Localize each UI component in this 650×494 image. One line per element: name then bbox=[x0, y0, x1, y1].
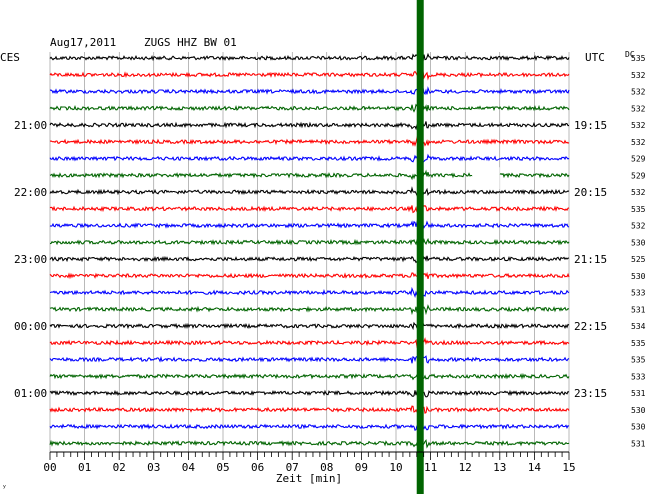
trace-row bbox=[49, 103, 570, 113]
dc-value: 531 bbox=[631, 305, 646, 314]
dc-value: 529 bbox=[631, 171, 646, 180]
left-time-labels: 21:00 22:00 23:00 00:00 01:00 bbox=[14, 119, 47, 400]
trace-row bbox=[49, 135, 570, 147]
trace-row bbox=[49, 286, 570, 298]
trace-row bbox=[49, 355, 570, 364]
x-tick-label: 12 bbox=[459, 461, 472, 474]
trace-row bbox=[49, 153, 570, 164]
trace-row bbox=[49, 321, 570, 331]
trace-row bbox=[49, 86, 570, 96]
dc-value: 531 bbox=[631, 439, 646, 448]
trace-row bbox=[49, 372, 570, 381]
x-tick-label: 01 bbox=[78, 461, 91, 474]
dc-value: 532 bbox=[631, 121, 646, 130]
x-tick-label: 07 bbox=[286, 461, 299, 474]
right-time-label: 22:15 bbox=[574, 320, 607, 333]
left-time-label: 00:00 bbox=[14, 320, 47, 333]
x-tick-label: 04 bbox=[182, 461, 196, 474]
corner-mark: ʸ bbox=[2, 483, 7, 492]
trace-row bbox=[49, 388, 570, 398]
trace-row bbox=[49, 337, 570, 349]
left-time-label: 21:00 bbox=[14, 119, 47, 132]
x-tick-label: 08 bbox=[320, 461, 333, 474]
dc-value: 535 bbox=[631, 54, 646, 63]
trace-row bbox=[49, 423, 570, 431]
dc-value: 532 bbox=[631, 71, 646, 80]
right-time-label: 23:15 bbox=[574, 387, 607, 400]
dc-value: 532 bbox=[631, 222, 646, 231]
date-label: Aug17,2011 bbox=[50, 36, 116, 49]
dc-value: 532 bbox=[631, 104, 646, 113]
gap-area bbox=[472, 167, 500, 190]
left-time-label: 01:00 bbox=[14, 387, 47, 400]
trace-row bbox=[49, 271, 570, 280]
trace-row bbox=[49, 254, 570, 264]
x-tick-label: 10 bbox=[389, 461, 402, 474]
dc-value: 530 bbox=[631, 406, 646, 415]
dc-value: 525 bbox=[631, 255, 646, 264]
event-marker bbox=[416, 0, 424, 494]
trace-row bbox=[49, 70, 570, 81]
dc-value: 535 bbox=[631, 339, 646, 348]
trace-row bbox=[49, 186, 570, 197]
left-time-label: 23:00 bbox=[14, 253, 47, 266]
event-bar bbox=[416, 0, 424, 494]
trace-row bbox=[49, 439, 570, 449]
dc-value: 532 bbox=[631, 188, 646, 197]
trace-row bbox=[49, 405, 570, 414]
right-time-labels: 19:15 20:15 21:15 22:15 23:15 bbox=[574, 119, 607, 400]
dc-label: DC bbox=[625, 50, 635, 59]
x-axis: 00 01 02 03 04 05 06 07 08 09 10 11 12 13 14 15 bbox=[43, 451, 576, 474]
dc-value: 535 bbox=[631, 356, 646, 365]
ces-label: CES bbox=[0, 51, 20, 64]
x-tick-label: 15 bbox=[562, 461, 575, 474]
x-tick-label: 03 bbox=[147, 461, 160, 474]
right-time-label: 19:15 bbox=[574, 119, 607, 132]
dc-value: 530 bbox=[631, 238, 646, 247]
x-tick-label: 14 bbox=[528, 461, 542, 474]
x-tick-label: 00 bbox=[43, 461, 56, 474]
dc-value: 529 bbox=[631, 155, 646, 164]
x-tick-label: 05 bbox=[216, 461, 229, 474]
dc-value: 530 bbox=[631, 423, 646, 432]
data-gap bbox=[472, 167, 500, 190]
trace-row bbox=[49, 220, 570, 230]
x-tick-label: 09 bbox=[355, 461, 368, 474]
trace-row bbox=[49, 304, 570, 316]
x-axis-title: Zeit [min] bbox=[276, 472, 342, 485]
dc-value: 534 bbox=[631, 322, 646, 331]
utc-label: UTC bbox=[585, 51, 605, 64]
dc-value: 530 bbox=[631, 272, 646, 281]
dc-value: 532 bbox=[631, 88, 646, 97]
trace-row bbox=[49, 52, 570, 62]
right-time-label: 20:15 bbox=[574, 186, 607, 199]
trace-row bbox=[49, 236, 570, 246]
x-tick-label: 02 bbox=[113, 461, 126, 474]
dc-value: 531 bbox=[631, 389, 646, 398]
dc-value: 533 bbox=[631, 289, 646, 298]
minute-grid bbox=[49, 52, 570, 452]
x-tick-label: 06 bbox=[251, 461, 264, 474]
seismic-traces bbox=[49, 52, 570, 449]
dc-offset-values: 535 532 532 532 532 532 529 529 532 535 532 530 525 5… bbox=[631, 54, 646, 448]
right-time-label: 21:15 bbox=[574, 253, 607, 266]
x-tick-label: 13 bbox=[493, 461, 506, 474]
dc-value: 535 bbox=[631, 205, 646, 214]
trace-row bbox=[49, 203, 570, 214]
dc-value: 532 bbox=[631, 138, 646, 147]
left-time-label: 22:00 bbox=[14, 186, 47, 199]
trace-row bbox=[49, 121, 569, 131]
dc-value: 533 bbox=[631, 372, 646, 381]
x-tick-label: 11 bbox=[424, 461, 437, 474]
station-label: ZUGS HHZ BW 01 bbox=[144, 36, 237, 49]
